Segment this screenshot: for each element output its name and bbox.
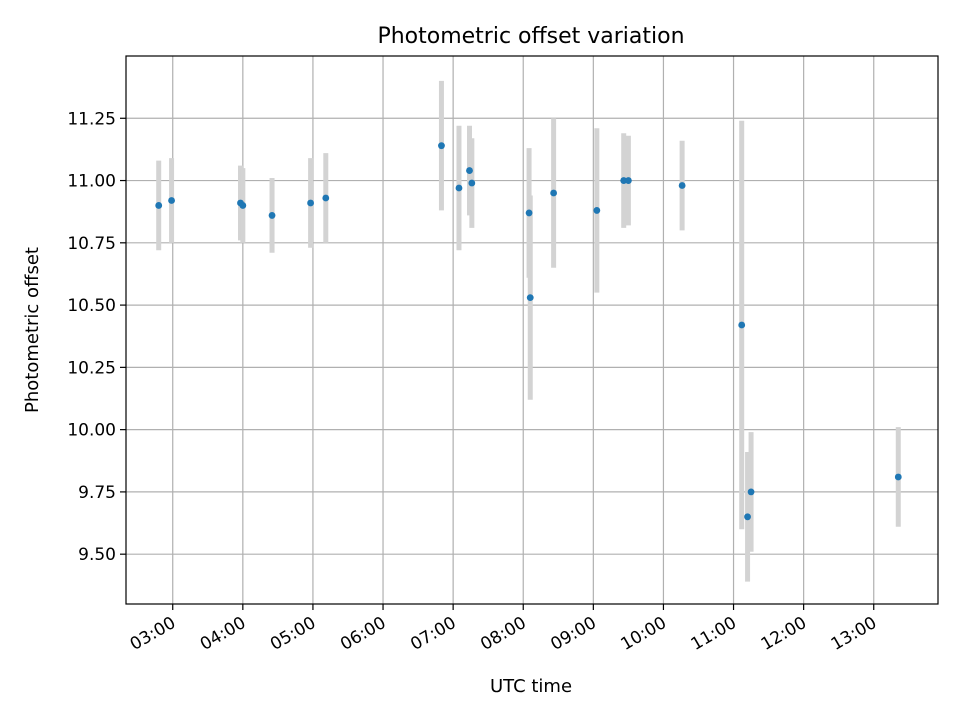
data-point — [468, 179, 476, 187]
x-tick-label: 08:00 — [477, 613, 529, 655]
y-tick-label: 11.00 — [67, 172, 116, 192]
chart-title: Photometric offset variation — [377, 24, 684, 49]
data-point — [155, 202, 163, 209]
plot-frame — [125, 55, 939, 605]
data-point — [526, 294, 534, 302]
data-point — [455, 184, 463, 192]
data-point — [550, 189, 558, 197]
data-point — [894, 473, 902, 481]
data-point — [738, 321, 746, 329]
data-point — [624, 177, 632, 184]
data-point — [620, 177, 628, 184]
y-tick-label: 9.50 — [78, 545, 116, 565]
data-point — [168, 197, 175, 204]
data-point — [438, 142, 445, 150]
data-points — [155, 142, 902, 521]
x-axis-label: UTC time — [490, 676, 572, 697]
x-tick-label: 11:00 — [688, 613, 740, 655]
x-tick-label: 12:00 — [758, 613, 810, 655]
data-point — [322, 194, 330, 202]
y-tick-label: 10.75 — [67, 234, 116, 254]
data-point — [268, 212, 276, 219]
x-axis: 03:00 04:00 05:00 06:00 07:00 08:00 09:00 10:00… — [127, 604, 880, 655]
y-tick-label: 10.25 — [67, 358, 116, 378]
y-tick-label: 11.25 — [67, 109, 116, 129]
y-axis-label: Photometric offset — [22, 247, 43, 413]
x-tick-label: 03:00 — [127, 613, 179, 655]
error-bars — [156, 80, 901, 582]
x-tick-label: 10:00 — [618, 613, 670, 655]
data-point — [525, 209, 533, 217]
y-tick-label: 10.50 — [67, 296, 116, 316]
y-axis: 9.50 9.75 10.00 10.25 10.50 10.75 11.00 11.25 — [67, 109, 126, 565]
x-tick-label: 13:00 — [828, 613, 880, 655]
x-tick-label: 04:00 — [197, 613, 249, 655]
x-tick-label: 07:00 — [407, 613, 459, 655]
data-point — [593, 207, 601, 214]
data-point — [239, 202, 247, 209]
x-tick-label: 05:00 — [267, 613, 319, 655]
data-point — [307, 199, 314, 207]
data-point — [466, 167, 473, 174]
y-tick-label: 10.00 — [67, 421, 116, 441]
data-point — [678, 182, 686, 189]
data-point — [747, 488, 755, 496]
x-tick-label: 09:00 — [547, 613, 599, 655]
x-tick-label: 06:00 — [337, 613, 389, 655]
y-tick-label: 9.75 — [78, 483, 116, 503]
data-point — [744, 513, 751, 521]
